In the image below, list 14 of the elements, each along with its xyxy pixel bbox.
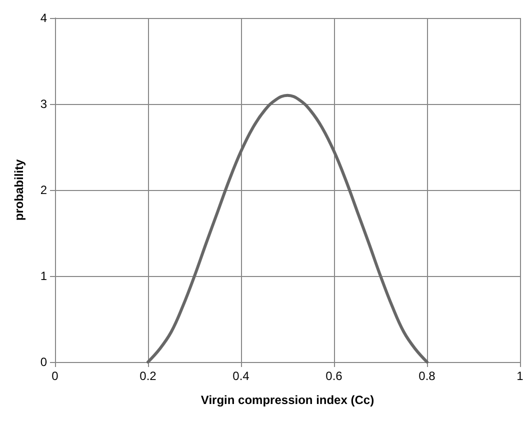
x-tick-label: 0.6 [326, 369, 343, 383]
x-axis-title: Virgin compression index (Cc) [200, 393, 374, 407]
y-tick-label: 1 [40, 269, 48, 283]
x-tick-label: 0.8 [418, 369, 436, 383]
y-tick-label: 4 [40, 11, 48, 25]
line-series [146, 94, 428, 364]
x-tick-label: 1 [516, 369, 524, 383]
y-tick-label: 2 [40, 183, 48, 197]
y-axis-title: probability [12, 159, 26, 221]
y-tick-label: 0 [40, 355, 48, 369]
x-tick-label: 0 [52, 369, 59, 383]
x-tick-label: 0.4 [232, 369, 250, 383]
x-tick-label: 0.2 [140, 369, 157, 383]
y-tick-label: 3 [40, 97, 48, 111]
